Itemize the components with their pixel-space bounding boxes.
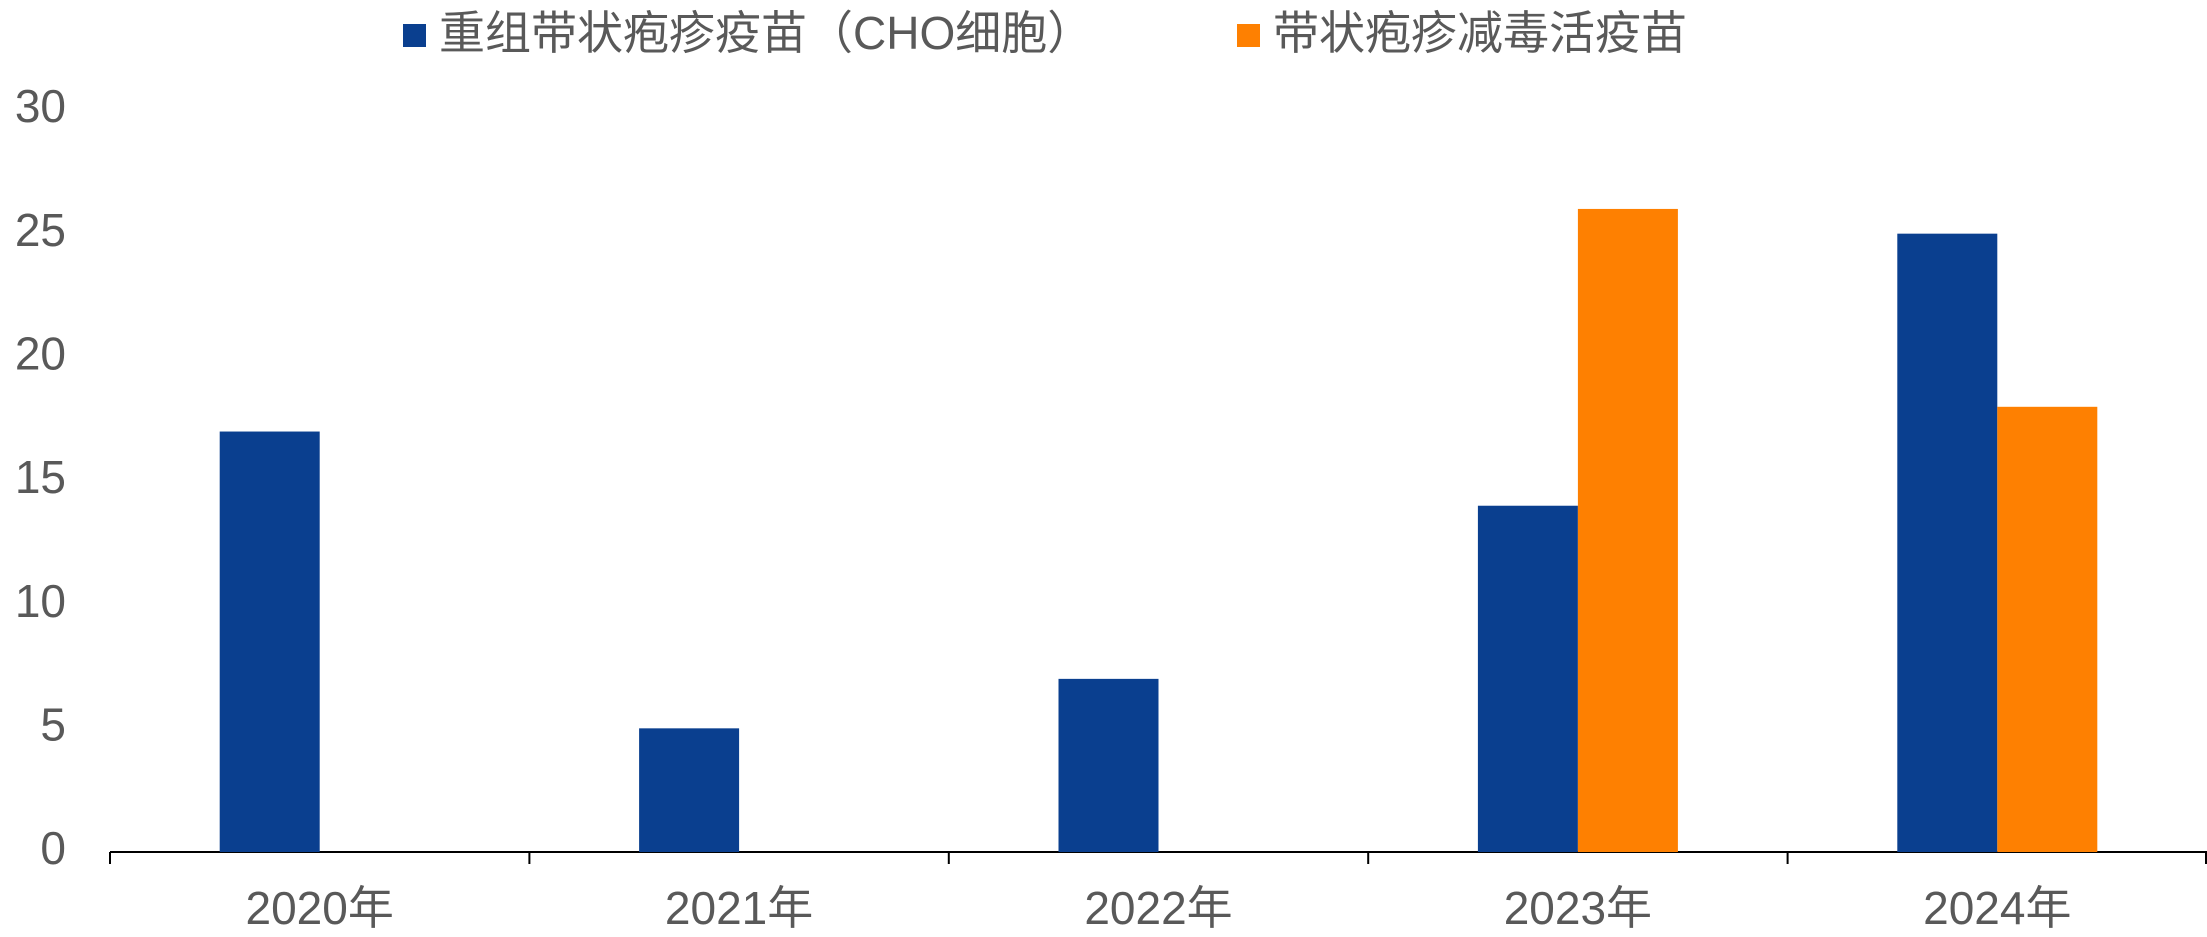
x-tick-label: 2021年 xyxy=(665,882,813,932)
y-tick-label: 30 xyxy=(15,80,66,132)
bar xyxy=(1897,233,1998,852)
bar xyxy=(1997,406,2098,852)
legend-swatch xyxy=(1237,24,1260,47)
y-tick-label: 0 xyxy=(40,822,66,874)
bar xyxy=(219,431,320,852)
y-tick-label: 25 xyxy=(15,204,66,256)
legend-label: 带状疱疹减毒活疫苗 xyxy=(1273,7,1687,59)
x-tick-label: 2020年 xyxy=(246,882,394,932)
x-tick-label: 2024年 xyxy=(1923,882,2071,932)
bar xyxy=(1577,208,1678,852)
x-tick-label: 2023年 xyxy=(1504,882,1652,932)
y-tick-label: 15 xyxy=(15,451,66,503)
bar xyxy=(1058,678,1159,852)
x-tick-label: 2022年 xyxy=(1084,882,1232,932)
bar xyxy=(1477,505,1578,852)
y-tick-label: 10 xyxy=(15,575,66,627)
legend-swatch xyxy=(403,24,426,47)
y-tick-label: 20 xyxy=(15,327,66,379)
legend-label: 重组带状疱疹疫苗（CHO细胞） xyxy=(439,7,1093,59)
y-tick-label: 5 xyxy=(40,698,66,750)
bar xyxy=(639,728,740,852)
